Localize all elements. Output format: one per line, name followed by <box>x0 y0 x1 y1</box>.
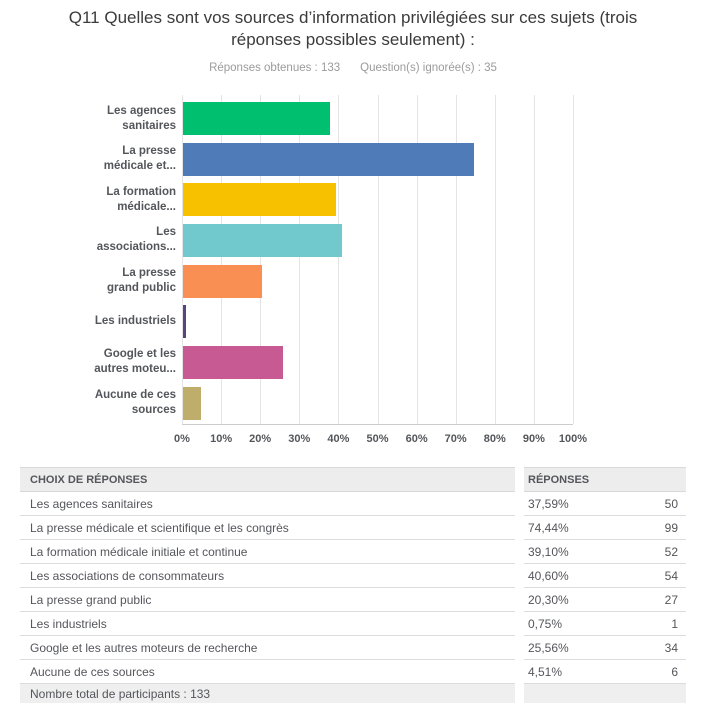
category-label: La presse médicale et... <box>103 145 176 173</box>
gridline <box>573 95 574 424</box>
gridline <box>377 95 379 424</box>
bar-chart: 0% 10% 20% 30% 40% 50% 60% 70% 80% 90% 100% Les age… <box>0 88 706 454</box>
gridline <box>533 95 535 424</box>
gridline <box>299 95 301 424</box>
x-tick-label: 100% <box>558 433 588 445</box>
bar <box>183 305 186 339</box>
count-value: 50 <box>664 496 678 511</box>
category-label: Aucune de ces sources <box>94 389 176 416</box>
plot-area <box>182 95 574 425</box>
count-value: 1 <box>671 616 678 631</box>
category-label: Google et les autres moteu... <box>94 348 176 376</box>
x-tick-label: 90% <box>522 433 545 445</box>
responses-cell: 39,10% 52 <box>524 540 686 564</box>
responses-cell: 4,51% 6 <box>524 660 686 684</box>
x-tick-label: 80% <box>483 433 506 445</box>
responses-cell: 25,56% 34 <box>524 636 686 660</box>
x-tick-label: 30% <box>288 433 311 445</box>
responses-header-label: RÉPONSES <box>528 473 590 486</box>
table-row: Aucune de ces sources 4,51% 6 <box>20 660 686 684</box>
gridline <box>494 95 496 424</box>
x-tick-label: 20% <box>249 433 272 445</box>
choice-cell: Aucune de ces sources <box>20 660 515 684</box>
table-row: Google et les autres moteurs de recherch… <box>20 636 686 660</box>
x-tick-label: 60% <box>405 433 428 445</box>
response-stats: Réponses obtenues : 133 Question(s) igno… <box>0 62 706 74</box>
category-label: La presse grand public <box>107 267 176 295</box>
choice-cell: La presse médicale et scientifique et le… <box>20 516 515 540</box>
x-tick-label: 50% <box>366 433 389 445</box>
table-footer-row: Nombre total de participants : 133 <box>20 684 686 703</box>
bar <box>183 386 201 420</box>
gridline <box>455 95 457 424</box>
percent-value: 39,10% <box>528 544 569 559</box>
results-table: CHOIX DE RÉPONSES RÉPONSES Les agences s… <box>20 467 686 703</box>
bar <box>183 183 336 217</box>
table-header-row: CHOIX DE RÉPONSES RÉPONSES <box>20 467 686 492</box>
choice-cell: Les associations de consommateurs <box>20 564 515 588</box>
table-row: Les industriels 0,75% 1 <box>20 612 686 636</box>
count-value: 54 <box>664 568 678 583</box>
gridline <box>221 95 223 424</box>
responses-cell: 37,59% 50 <box>524 492 686 516</box>
choices-header-cell: CHOIX DE RÉPONSES <box>20 467 515 492</box>
choice-cell: Google et les autres moteurs de recherch… <box>20 636 515 660</box>
percent-value: 4,51% <box>528 664 563 679</box>
choice-cell: La presse grand public <box>20 588 515 612</box>
category-label: La formation médicale... <box>106 185 176 213</box>
table-body: Les agences sanitaires 37,59% 50 La pres… <box>20 492 686 684</box>
count-value: 99 <box>664 520 678 535</box>
percent-value: 20,30% <box>528 592 569 607</box>
gridline <box>182 95 183 424</box>
percent-value: 25,56% <box>528 640 569 655</box>
total-participants-cell: Nombre total de participants : 133 <box>20 684 515 703</box>
gridline <box>338 95 340 424</box>
choice-cell: Les industriels <box>20 612 515 636</box>
percent-value: 40,60% <box>528 568 569 583</box>
choice-cell: La formation médicale initiale et contin… <box>20 540 515 564</box>
category-label: Les industriels <box>94 315 176 328</box>
responses-cell: 40,60% 54 <box>524 564 686 588</box>
count-value: 34 <box>664 640 678 655</box>
count-value: 27 <box>664 592 678 607</box>
bar <box>183 264 263 298</box>
category-label: Les agences sanitaires <box>106 104 176 132</box>
choice-cell: Les agences sanitaires <box>20 492 515 516</box>
answered-stat: Réponses obtenues : 133 <box>209 62 341 74</box>
table-row: La presse grand public 20,30% 27 <box>20 588 686 612</box>
x-tick-label: 70% <box>444 433 467 445</box>
x-tick-label: 40% <box>327 433 350 445</box>
percent-value: 0,75% <box>528 616 563 631</box>
bar <box>183 345 283 379</box>
x-tick-label: 0% <box>174 433 190 445</box>
table-row: La presse médicale et scientifique et le… <box>20 516 686 540</box>
responses-cell: 0,75% 1 <box>524 612 686 636</box>
table-row: La formation médicale initiale et contin… <box>20 540 686 564</box>
percent-value: 74,44% <box>528 520 569 535</box>
responses-cell: 74,44% 99 <box>524 516 686 540</box>
table-row: Les associations de consommateurs 40,60%… <box>20 564 686 588</box>
gridline <box>260 95 262 424</box>
category-label: Les associations... <box>96 226 176 254</box>
count-value: 6 <box>671 664 678 679</box>
question-title: Q11 Quelles sont vos sources d’informati… <box>68 8 638 49</box>
skipped-stat: Question(s) ignorée(s) : 35 <box>360 62 497 74</box>
table-row: Les agences sanitaires 37,59% 50 <box>20 492 686 516</box>
responses-header-cell: RÉPONSES <box>524 467 686 492</box>
percent-value: 37,59% <box>528 496 569 511</box>
bar <box>183 102 330 135</box>
x-tick-label: 10% <box>210 433 233 445</box>
responses-cell: 20,30% 27 <box>524 588 686 612</box>
count-value: 52 <box>664 544 678 559</box>
gridline <box>416 95 418 424</box>
bar <box>183 223 342 257</box>
footer-empty-cell <box>524 684 686 703</box>
bar <box>183 142 475 176</box>
